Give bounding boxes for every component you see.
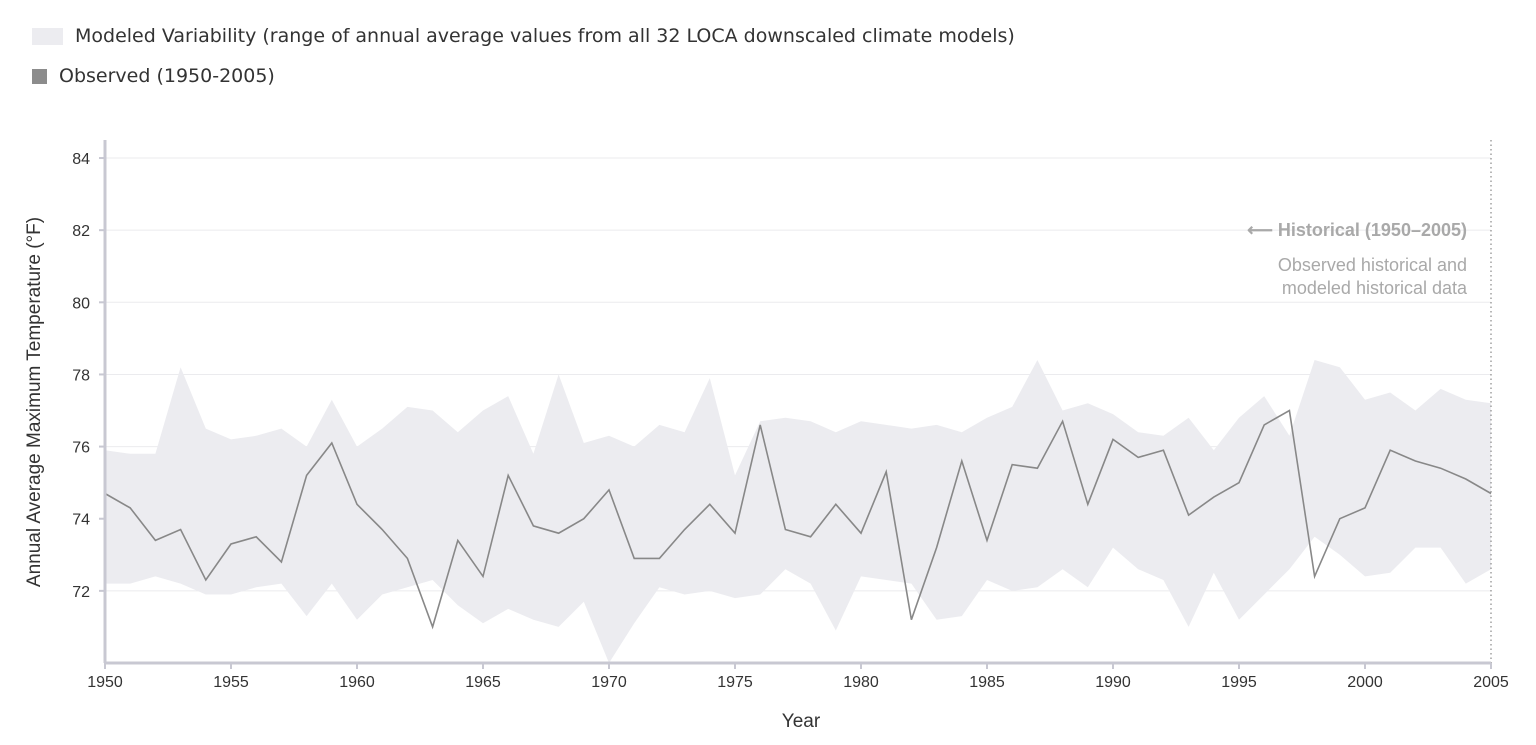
historical-annotation-line2: modeled historical data [1282, 278, 1468, 298]
y-axis-ticks: 72 74 76 78 80 82 84 [72, 151, 105, 601]
observed-point-1980 [860, 532, 862, 534]
observed-point-1984 [961, 460, 963, 462]
x-tick-label-1980: 1980 [843, 674, 879, 691]
observed-point-1990 [1112, 438, 1114, 440]
observed-point-1973 [684, 529, 686, 531]
observed-point-1968 [558, 532, 560, 534]
observed-point-1952 [154, 539, 156, 541]
observed-point-1959 [331, 442, 333, 444]
x-tick-label-1985: 1985 [969, 674, 1005, 691]
y-tick-label-84: 84 [72, 151, 90, 168]
observed-point-2001 [1389, 449, 1391, 451]
y-tick-label-80: 80 [72, 295, 90, 312]
observed-point-1953 [180, 529, 182, 531]
observed-point-1996 [1263, 424, 1265, 426]
y-tick-label-78: 78 [72, 367, 90, 384]
observed-point-1957 [280, 561, 282, 563]
observed-point-1970 [608, 489, 610, 491]
observed-point-1971 [633, 557, 635, 559]
observed-point-1983 [936, 547, 938, 549]
observed-point-1994 [1213, 496, 1215, 498]
observed-point-1997 [1288, 410, 1290, 412]
observed-point-1986 [1011, 464, 1013, 466]
observed-point-1998 [1314, 575, 1316, 577]
x-tick-label-1995: 1995 [1221, 674, 1257, 691]
observed-point-1956 [255, 536, 257, 538]
observed-point-2003 [1440, 467, 1442, 469]
x-tick-label-1975: 1975 [717, 674, 753, 691]
observed-point-1966 [507, 474, 509, 476]
observed-point-1981 [885, 471, 887, 473]
x-tick-label-1970: 1970 [591, 674, 627, 691]
observed-point-1975 [734, 532, 736, 534]
y-tick-label-74: 74 [72, 512, 90, 529]
observed-point-1979 [835, 503, 837, 505]
observed-line [104, 409, 1492, 630]
observed-point-1988 [1062, 420, 1064, 422]
observed-point-1976 [759, 424, 761, 426]
observed-point-1999 [1339, 518, 1341, 520]
historical-annotation-line1: Observed historical and [1278, 255, 1467, 275]
observed-point-1969 [583, 518, 585, 520]
observed-point-1987 [1036, 467, 1038, 469]
observed-point-1982 [910, 619, 912, 621]
x-tick-label-2005: 2005 [1473, 674, 1509, 691]
observed-point-1995 [1238, 482, 1240, 484]
legend: Modeled Variability (range of annual ave… [32, 24, 1015, 104]
observed-point-1958 [306, 474, 308, 476]
observed-point-1954 [205, 579, 207, 581]
observed-point-1993 [1188, 514, 1190, 516]
x-tick-label-1990: 1990 [1095, 674, 1131, 691]
observed-point-1955 [230, 543, 232, 545]
observed-point-1978 [810, 536, 812, 538]
observed-point-1977 [784, 529, 786, 531]
y-axis-title: Annual Average Maximum Temperature (°F) [24, 217, 45, 587]
observed-point-2000 [1364, 507, 1366, 509]
observed-point-1992 [1162, 449, 1164, 451]
observed-point-2005 [1490, 492, 1492, 494]
legend-item-variability[interactable]: Modeled Variability (range of annual ave… [32, 24, 1015, 48]
y-tick-label-76: 76 [72, 440, 90, 457]
observed-point-2002 [1414, 460, 1416, 462]
observed-point-1960 [356, 503, 358, 505]
observed-point-1964 [457, 539, 459, 541]
x-axis-ticks: 1950 1955 1960 1965 1970 1975 1980 1985 1990 1995… [87, 663, 1509, 691]
observed-point-1962 [406, 557, 408, 559]
observed-point-1985 [986, 539, 988, 541]
observed-point-1961 [381, 529, 383, 531]
x-tick-label-1960: 1960 [339, 674, 375, 691]
x-tick-label-1965: 1965 [465, 674, 501, 691]
observed-point-1965 [482, 575, 484, 577]
observed-point-1967 [532, 525, 534, 527]
modeled-variability-band [105, 360, 1491, 663]
legend-item-observed[interactable]: Observed (1950-2005) [32, 64, 1015, 88]
historical-annotation-title: ⟵ Historical (1950–2005) [1247, 220, 1467, 240]
observed-point-1972 [658, 557, 660, 559]
observed-label: Observed (1950-2005) [59, 65, 275, 87]
x-tick-label-1950: 1950 [87, 674, 123, 691]
variability-swatch [32, 27, 63, 45]
x-tick-label-2000: 2000 [1347, 674, 1383, 691]
observed-point-1963 [432, 626, 434, 628]
variability-label: Modeled Variability (range of annual ave… [75, 25, 1015, 47]
observed-point-1989 [1087, 503, 1089, 505]
observed-point-1974 [709, 503, 711, 505]
observed-point-1991 [1137, 456, 1139, 458]
observed-point-1951 [129, 507, 131, 509]
observed-swatch [32, 68, 47, 84]
y-tick-label-82: 82 [72, 223, 90, 240]
x-tick-label-1955: 1955 [213, 674, 249, 691]
observed-point-2004 [1465, 478, 1467, 480]
y-tick-label-72: 72 [72, 584, 90, 601]
x-axis-title: Year [782, 711, 821, 732]
